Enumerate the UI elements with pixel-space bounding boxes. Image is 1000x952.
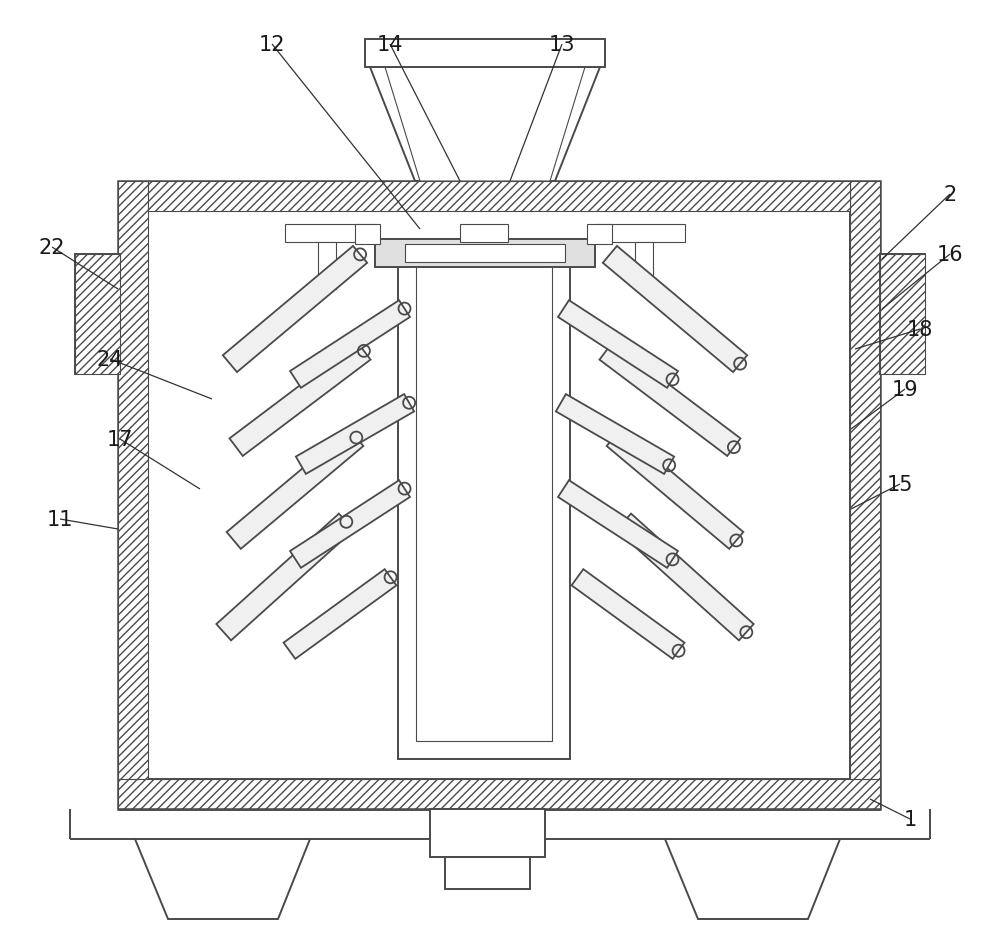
- Bar: [880, 255, 925, 374]
- Polygon shape: [616, 514, 754, 641]
- Bar: [375, 240, 595, 268]
- Text: 12: 12: [259, 35, 285, 55]
- Bar: [75, 255, 120, 374]
- Bar: [75, 255, 120, 374]
- Polygon shape: [296, 395, 414, 474]
- Polygon shape: [558, 481, 678, 568]
- Polygon shape: [556, 395, 674, 474]
- Bar: [148, 182, 850, 211]
- Text: 19: 19: [892, 380, 918, 400]
- Bar: [118, 182, 148, 809]
- Bar: [318, 243, 336, 281]
- Bar: [398, 245, 570, 759]
- Bar: [318, 278, 336, 289]
- Bar: [445, 857, 530, 889]
- Bar: [850, 182, 880, 809]
- Text: 15: 15: [887, 474, 913, 494]
- Bar: [148, 211, 850, 779]
- Polygon shape: [290, 301, 410, 388]
- Polygon shape: [665, 839, 840, 919]
- Text: 16: 16: [937, 245, 963, 265]
- Text: 2: 2: [943, 185, 957, 205]
- Bar: [405, 245, 565, 263]
- Text: 18: 18: [907, 320, 933, 340]
- Polygon shape: [558, 301, 678, 388]
- Text: 1: 1: [903, 809, 917, 829]
- Polygon shape: [135, 839, 310, 919]
- Bar: [365, 40, 605, 68]
- Text: 17: 17: [107, 429, 133, 449]
- Bar: [430, 809, 545, 857]
- Bar: [416, 263, 552, 742]
- Polygon shape: [607, 429, 743, 549]
- Bar: [595, 225, 685, 243]
- Polygon shape: [385, 68, 585, 182]
- Bar: [635, 243, 653, 281]
- Polygon shape: [572, 569, 684, 659]
- Polygon shape: [216, 514, 354, 641]
- Bar: [355, 225, 380, 245]
- Bar: [118, 779, 880, 809]
- Text: 11: 11: [47, 509, 73, 529]
- Polygon shape: [603, 247, 747, 372]
- Bar: [118, 182, 880, 809]
- Polygon shape: [599, 343, 741, 456]
- Polygon shape: [370, 68, 600, 182]
- Bar: [587, 225, 612, 245]
- Bar: [880, 255, 925, 374]
- Text: 13: 13: [549, 35, 575, 55]
- Text: 24: 24: [97, 349, 123, 369]
- Bar: [460, 225, 508, 243]
- Polygon shape: [229, 343, 371, 456]
- Polygon shape: [227, 429, 363, 549]
- Polygon shape: [290, 481, 410, 568]
- Polygon shape: [223, 247, 367, 372]
- Text: 14: 14: [377, 35, 403, 55]
- Bar: [635, 278, 653, 289]
- Text: 22: 22: [39, 238, 65, 258]
- Bar: [285, 225, 375, 243]
- Polygon shape: [284, 569, 396, 659]
